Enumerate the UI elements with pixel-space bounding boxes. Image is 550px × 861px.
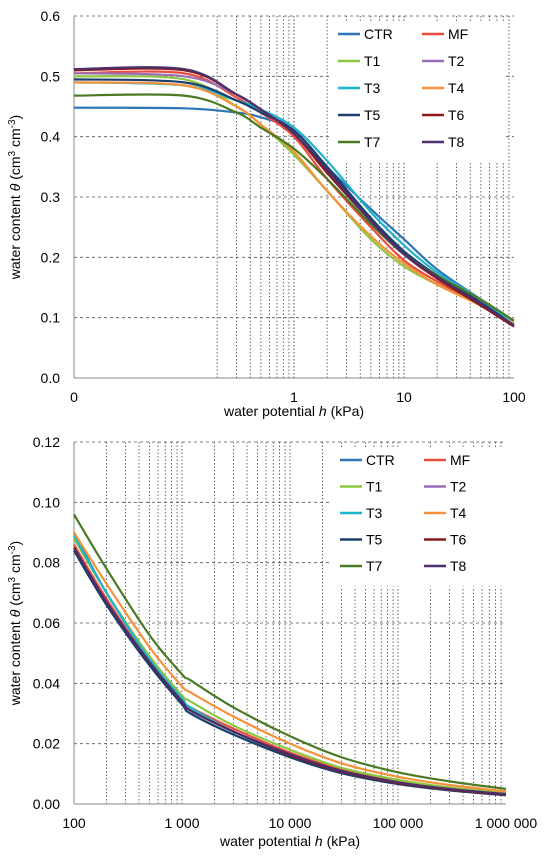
- legend-label-t1: T1: [364, 53, 381, 69]
- y-axis-label: water content θ (cm3 cm-3): [7, 541, 24, 706]
- legend-label-t6: T6: [448, 107, 465, 123]
- series-line-t8: [73, 66, 515, 327]
- x-tick-label: 1: [290, 389, 298, 405]
- y-tick-label: 0.04: [33, 675, 60, 691]
- legend-label-t7: T7: [366, 558, 383, 574]
- x-axis-label-part: h: [315, 833, 323, 849]
- y-tick-label: 0.02: [33, 736, 60, 752]
- y-axis-label-part: (cm: [7, 582, 23, 609]
- legend-label-t2: T2: [450, 479, 467, 495]
- x-tick-label: 100: [502, 389, 526, 405]
- y-tick-label: 0.5: [41, 68, 61, 84]
- legend-label-t5: T5: [366, 532, 383, 548]
- y-tick-label: 0.6: [41, 8, 61, 24]
- y-tick-label: 0.4: [41, 129, 61, 145]
- chart-1: 0.0 0.1 0.2 0.3 0.4 0.5 0.6 0 1 10 100 water potent…: [7, 8, 526, 419]
- series-line-t8: [73, 547, 507, 796]
- legend-label-t8: T8: [450, 558, 467, 574]
- series-line-t5: [73, 550, 507, 797]
- series-lines: [73, 66, 515, 328]
- y-axis-label-part: water content: [7, 191, 23, 280]
- y-tick-labels: 0.0 0.1 0.2 0.3 0.4 0.5 0.6: [41, 8, 61, 386]
- legend-label-t1: T1: [366, 479, 383, 495]
- y-tick-label: 0.00: [33, 796, 60, 812]
- legend-label-t4: T4: [450, 505, 467, 521]
- legend-box: [332, 448, 508, 587]
- legend-label-t8: T8: [448, 134, 465, 150]
- y-axis-label-part: -3: [7, 545, 18, 554]
- series-line-t1: [73, 537, 507, 794]
- legend-label-t5: T5: [364, 107, 381, 123]
- y-tick-label: 0.3: [41, 189, 61, 205]
- y-axis-label-part: ): [7, 541, 23, 546]
- x-tick-label: 10: [396, 389, 412, 405]
- x-tick-label: 0: [70, 389, 78, 405]
- legend-label-t2: T2: [448, 53, 465, 69]
- y-axis-label-part: cm: [7, 128, 23, 151]
- series-line-t4: [73, 81, 515, 325]
- y-tick-label: 0.2: [41, 249, 61, 265]
- y-axis-label-part: water content: [7, 617, 23, 706]
- x-axis-label-part: water potential: [223, 403, 319, 419]
- y-tick-label: 0.08: [33, 555, 60, 571]
- y-tick-label: 0.10: [33, 494, 60, 510]
- y-axis-label-part: 3: [7, 150, 18, 156]
- y-axis-label-part: θ: [7, 609, 23, 617]
- x-axis-label: water potential h (kPa): [219, 833, 360, 849]
- x-axis-label-part: water potential: [219, 833, 315, 849]
- y-axis-label-part: θ: [7, 183, 23, 191]
- series-lines: [73, 513, 507, 797]
- legend-label-mf: MF: [448, 26, 468, 42]
- legend-label-t7: T7: [364, 134, 381, 150]
- x-tick-label: 1 000: [164, 815, 199, 831]
- x-tick-label: 100 000: [373, 815, 424, 831]
- legend-label-ctr: CTR: [366, 452, 395, 468]
- series-line-t7: [73, 93, 515, 322]
- y-axis-label-part: (cm: [7, 156, 23, 183]
- legend-label-t3: T3: [366, 505, 383, 521]
- x-axis-label-part: (kPa): [323, 833, 360, 849]
- x-axis-label-part: h: [319, 403, 327, 419]
- legend: CTR MF T1 T2 T3 T4 T5 T6 T7 T8: [330, 22, 506, 163]
- series-line-t4: [73, 531, 507, 793]
- legend-label-mf: MF: [450, 452, 470, 468]
- y-axis-label: water content θ (cm3 cm-3): [7, 115, 24, 280]
- y-axis-label-part: 3: [7, 576, 18, 582]
- x-axis-label-part: (kPa): [327, 403, 364, 419]
- x-tick-label: 10 000: [269, 815, 312, 831]
- x-tick-label: 100: [62, 815, 86, 831]
- chart-2: 0.00 0.02 0.04 0.06 0.08 0.10 0.12 100 1 000 10 0…: [7, 434, 538, 849]
- y-axis-label-part: cm: [7, 554, 23, 577]
- series-line-t7: [73, 513, 507, 791]
- x-tick-labels: 100 1 000 10 000 100 000 1 000 000: [62, 815, 537, 831]
- legend-label-ctr: CTR: [364, 26, 393, 42]
- y-axis-label-part: ): [7, 115, 23, 120]
- legend-label-t4: T4: [448, 80, 465, 96]
- legend-box: [330, 22, 506, 163]
- y-tick-label: 0.12: [33, 434, 60, 450]
- legend-label-t6: T6: [450, 532, 467, 548]
- x-axis-label: water potential h (kPa): [223, 403, 364, 419]
- legend-label-t3: T3: [364, 80, 381, 96]
- y-axis-label-part: -3: [7, 119, 18, 128]
- y-tick-label: 0.0: [41, 370, 61, 386]
- x-tick-label: 1 000 000: [475, 815, 537, 831]
- y-tick-label: 0.06: [33, 615, 60, 631]
- y-tick-labels: 0.00 0.02 0.04 0.06 0.08 0.10 0.12: [33, 434, 60, 812]
- series-line-t3: [73, 81, 515, 325]
- x-tick-labels: 0 1 10 100: [70, 389, 526, 405]
- legend: CTR MF T1 T2 T3 T4 T5 T6 T7 T8: [332, 448, 508, 587]
- y-tick-label: 0.1: [41, 310, 61, 326]
